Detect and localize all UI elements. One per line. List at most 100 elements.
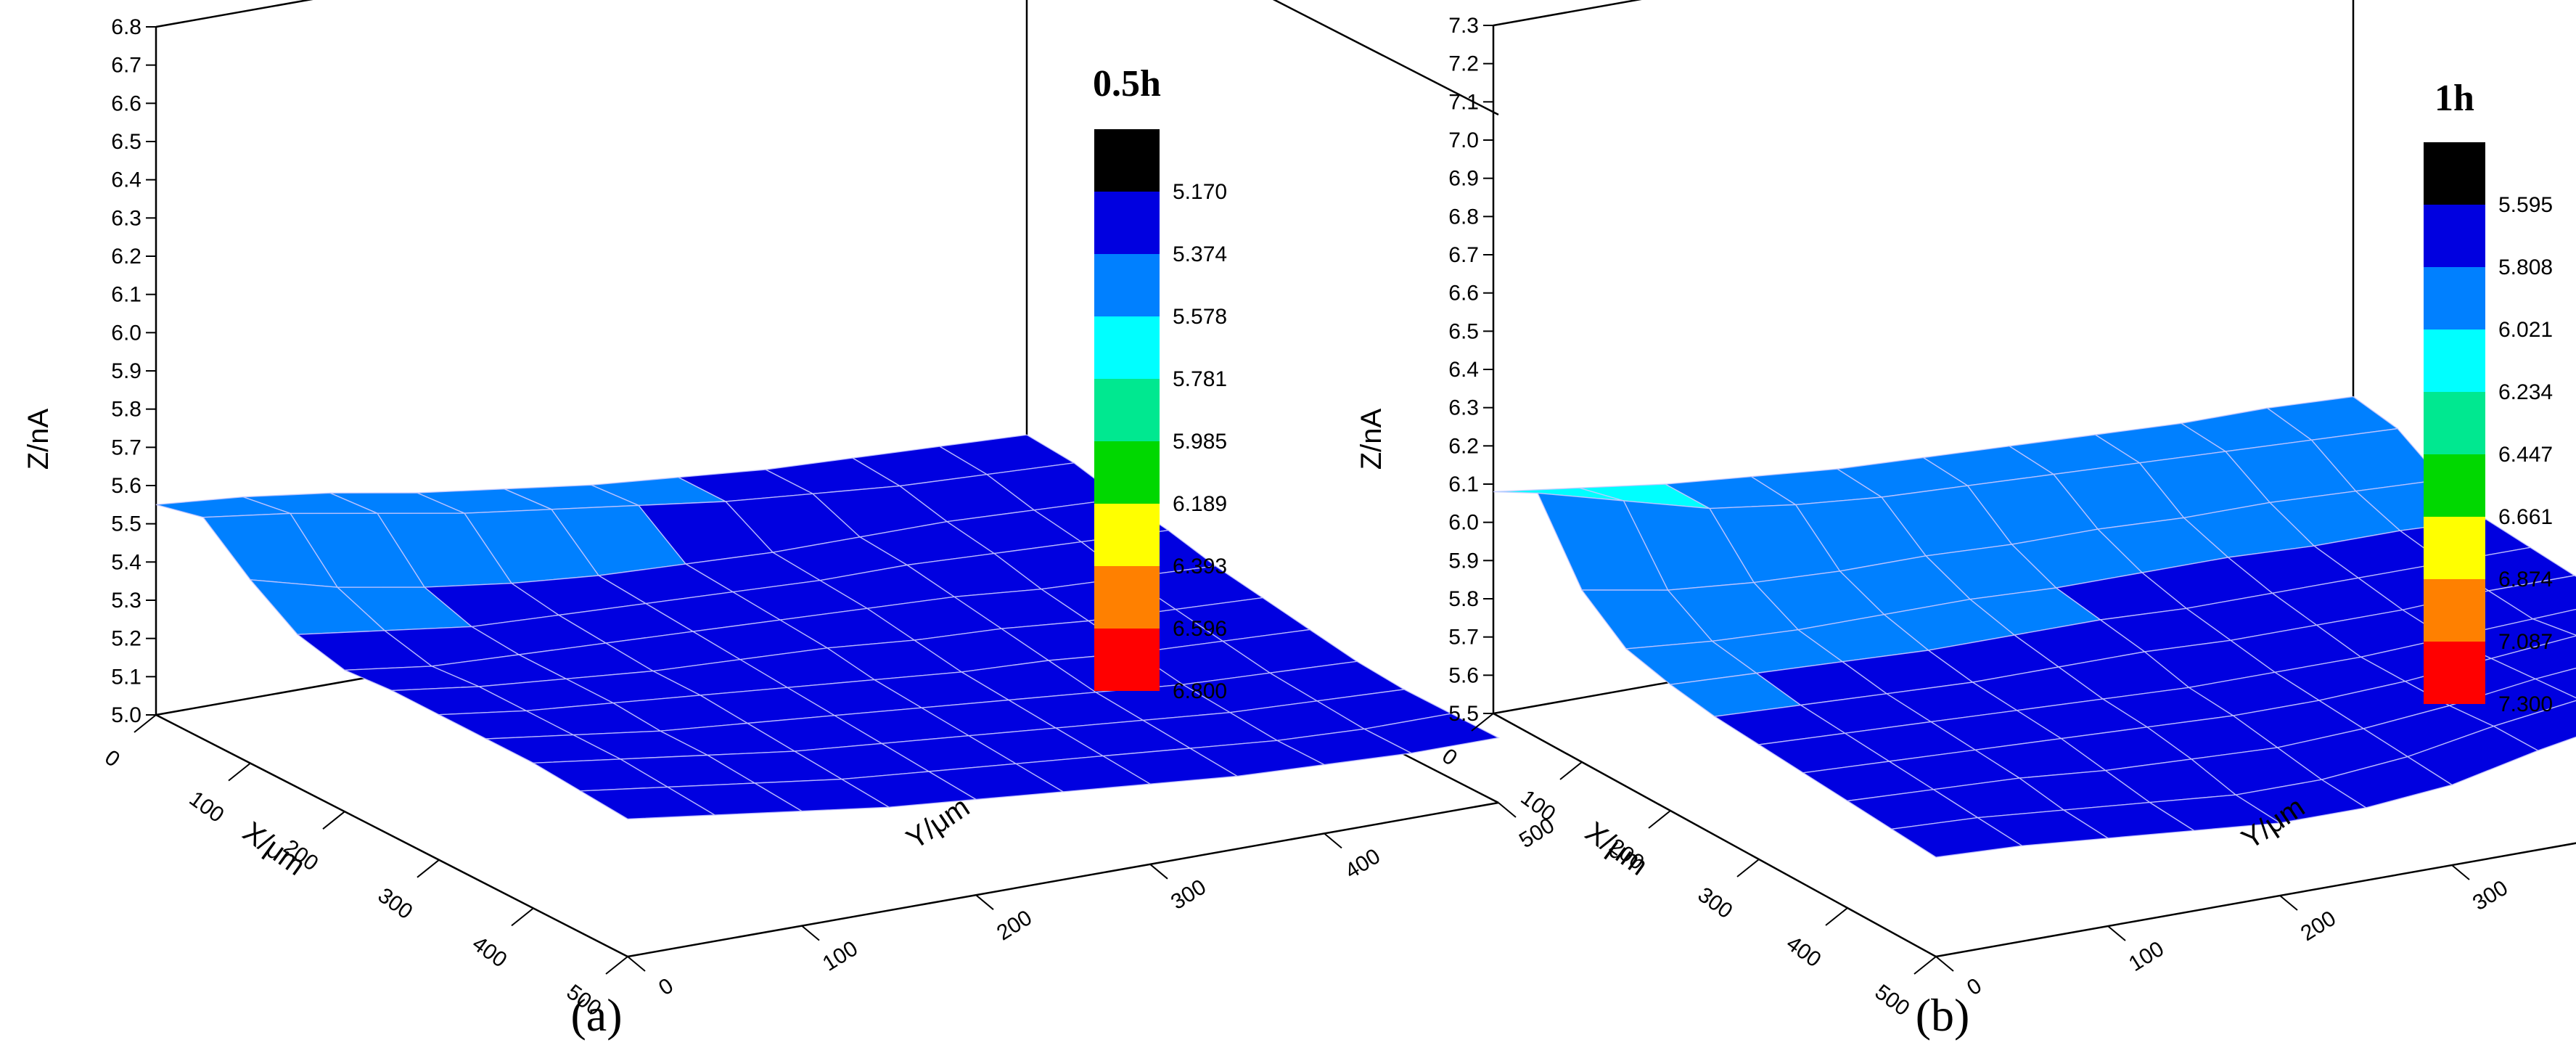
z-tick-label: 6.5	[111, 130, 141, 154]
y-tick-label: 100	[2125, 937, 2168, 977]
z-tick-label: 6.3	[111, 206, 141, 230]
colorbar-level-label: 5.595	[2498, 193, 2553, 217]
z-tick-label: 6.5	[1448, 319, 1479, 343]
y-tick-mark	[2279, 895, 2298, 911]
colorbar-swatch	[2424, 267, 2485, 330]
surface-mesh	[155, 434, 1501, 820]
x-tick-label: 500	[1871, 980, 1914, 1020]
x-tick-mark	[1913, 956, 1937, 975]
z-tick-label: 5.6	[111, 474, 141, 498]
z-axis-label: Z/nA	[22, 408, 54, 470]
colorbar-level-label: 6.596	[1173, 617, 1227, 641]
x-tick-mark	[1559, 761, 1583, 780]
colorbar-level-label: 5.170	[1173, 180, 1227, 204]
colorbar-level-label: 5.578	[1173, 305, 1227, 329]
colorbar: 0.5h 5.170 5.374 5.578 5.781 5.985 6.189 6.393 6…	[1093, 63, 1227, 703]
y-tick-mark	[1324, 832, 1342, 849]
z-tick-label: 7.0	[1448, 128, 1479, 152]
z-tick-label: 6.2	[1448, 434, 1479, 458]
y-tick-mark	[1149, 864, 1168, 880]
surface-chart-a: 5.0 5.1 5.2 5.3 5.4 5.5 5.6 5.7 5.8 5.9 6.0 6.1 6.2 6…	[22, 0, 1559, 1041]
axis-line	[1493, 712, 1937, 958]
colorbar-swatch	[1094, 129, 1160, 192]
panel-caption: (b)	[1916, 989, 1970, 1041]
surface-cell	[578, 786, 717, 820]
colorbar-swatch	[1094, 254, 1160, 316]
colorbar-title: 1h	[2435, 78, 2474, 119]
y-tick-mark	[1498, 802, 1517, 818]
colorbar-level-label: 5.374	[1173, 242, 1227, 266]
axis-line	[1272, 0, 1499, 116]
z-tick-label: 7.3	[1448, 14, 1479, 38]
axis-line	[1935, 842, 2576, 958]
colorbar-level-label: 6.661	[2498, 505, 2553, 529]
x-tick-mark	[1648, 810, 1671, 829]
z-tick-label: 5.4	[111, 550, 141, 574]
colorbar-level-label: 6.189	[1173, 492, 1227, 516]
colorbar-swatch	[1094, 192, 1160, 254]
y-tick-mark	[2107, 925, 2126, 941]
x-tick-label: 0	[100, 745, 124, 772]
x-tick-label: 400	[1782, 931, 1826, 972]
colorbar-level-label: 5.808	[2498, 255, 2553, 279]
colorbar-level-label: 6.021	[2498, 318, 2553, 342]
x-tick-mark	[417, 859, 440, 878]
x-axis-label: X/μm	[237, 816, 311, 882]
colorbar-swatch	[1094, 629, 1160, 691]
colorbar-swatch	[1094, 379, 1160, 441]
z-tick-label: 5.9	[1448, 549, 1479, 573]
colorbar-level-label: 6.393	[1173, 554, 1227, 578]
x-tick-mark	[322, 811, 345, 830]
colorbar-level-label: 5.781	[1173, 367, 1227, 391]
z-tick-label: 6.7	[1448, 243, 1479, 267]
z-axis-ticks: 5.5 5.6 5.7 5.8 5.9 6.0 6.1 6.2 6.3 6.4 6.5 6.6 6.7 6…	[1448, 14, 1493, 726]
z-tick-label: 5.8	[1448, 587, 1479, 611]
z-tick-label: 6.6	[111, 91, 141, 115]
z-tick-label: 5.1	[111, 665, 141, 689]
colorbar-swatch	[1094, 441, 1160, 504]
x-tick-mark	[134, 714, 157, 733]
z-tick-label: 6.3	[1448, 396, 1479, 420]
z-tick-label: 7.2	[1448, 52, 1479, 76]
z-tick-label: 5.7	[1448, 626, 1479, 650]
z-tick-label: 6.4	[111, 168, 141, 192]
z-tick-label: 5.6	[1448, 663, 1479, 687]
x-tick-mark	[1736, 859, 1760, 877]
colorbar-swatch	[2424, 642, 2485, 704]
axis-line	[155, 0, 313, 28]
z-tick-label: 5.0	[111, 703, 141, 727]
z-tick-label: 6.9	[1448, 167, 1479, 191]
y-tick-mark	[801, 925, 820, 941]
y-tick-mark	[975, 894, 994, 910]
x-tick-mark	[1471, 713, 1494, 732]
surface-chart-b: 5.5 5.6 5.7 5.8 5.9 6.0 6.1 6.2 6.3 6.4 6.5 6.6 6.7 6…	[1355, 0, 2576, 1041]
y-tick-label: 200	[2297, 907, 2340, 946]
z-axis-ticks: 5.0 5.1 5.2 5.3 5.4 5.5 5.6 5.7 5.8 5.9 6.0 6.1 6.2 6…	[111, 15, 156, 727]
y-tick-label: 300	[1167, 875, 1210, 914]
colorbar-swatch	[2424, 205, 2485, 267]
colorbar-swatch	[2424, 142, 2485, 205]
z-tick-label: 5.5	[111, 512, 141, 536]
z-tick-label: 6.0	[111, 321, 141, 345]
z-tick-label: 5.3	[111, 589, 141, 613]
panel-caption: (a)	[570, 989, 622, 1041]
axis-line	[627, 801, 1499, 958]
colorbar-level-label: 6.800	[1173, 679, 1227, 703]
x-tick-label: 100	[1517, 785, 1560, 826]
y-tick-mark	[627, 956, 646, 972]
y-tick-label: 100	[819, 936, 862, 976]
y-tick-label: 200	[993, 906, 1036, 946]
z-tick-label: 6.0	[1448, 511, 1479, 535]
z-tick-label: 6.1	[1448, 472, 1479, 496]
colorbar: 1h 5.595 5.808 6.021 6.234 6.447 6.661 6.874 7.0…	[2424, 78, 2553, 716]
x-tick-mark	[605, 956, 628, 975]
colorbar-level-label: 5.985	[1173, 430, 1227, 454]
y-tick-mark	[1935, 956, 1954, 972]
colorbar-swatch	[2424, 517, 2485, 579]
z-tick-label: 6.8	[111, 15, 141, 39]
x-tick-label: 400	[468, 932, 512, 973]
colorbar-swatch	[1094, 316, 1160, 379]
axis-line	[155, 713, 628, 958]
surface-cell	[1890, 817, 2024, 858]
